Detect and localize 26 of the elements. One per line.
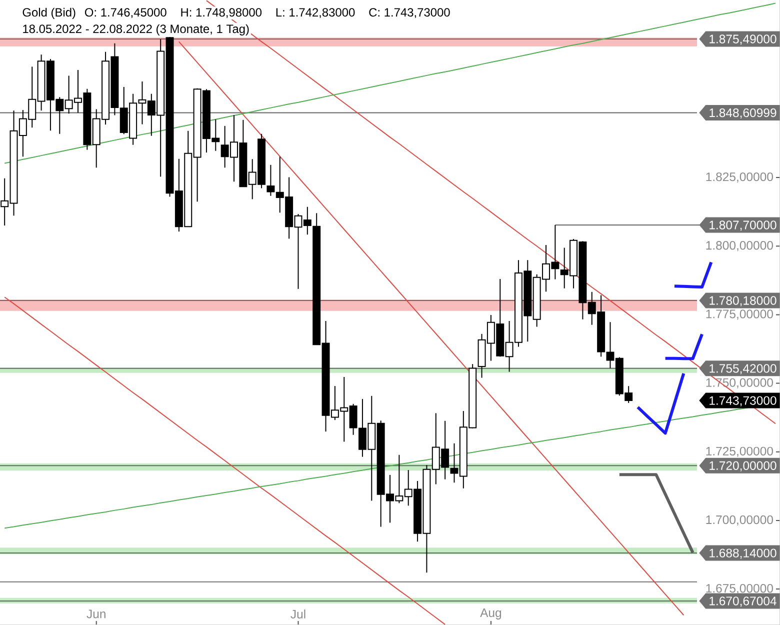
text: 18.05.2022 - 22.08.2022 (3 Monate, 1 Tag)	[23, 24, 249, 36]
ref-line-label: 1.688,14000	[710, 548, 776, 559]
annotation: O: 1.746,45000	[84, 8, 166, 18]
y-tick-label: 1.800,00000	[706, 241, 773, 252]
annotation: 1.743,73000	[710, 396, 776, 406]
ref-line-label: 1.670,67004	[710, 596, 776, 607]
line-series	[672, 260, 713, 288]
x-tick-label: Aug	[480, 608, 502, 620]
line-series	[636, 372, 686, 435]
ref-line-label: 1.755,42000	[710, 364, 776, 374]
y-tick-label: 1.725,00000	[706, 446, 773, 457]
ref-line-label: 1.848,60999	[710, 108, 776, 119]
ref-line-label: 1.780,18000	[710, 296, 776, 306]
y-tick-label: 1.775,00000	[706, 310, 773, 320]
text: Gold (Bid)	[22, 8, 76, 19]
y-tick-label: 1.675,00000	[706, 584, 773, 594]
x-tick-label: Jul	[290, 610, 306, 619]
x-tick-label: Jun	[86, 610, 106, 618]
ref-line-label: 1.875,49000	[710, 34, 776, 45]
y-tick-label: 1.700,00000	[706, 515, 773, 526]
ref-line-label: 1.720,00000	[710, 461, 776, 472]
data-label: 1.807,70000	[710, 220, 776, 231]
annotation: L: 1.742,83000	[276, 8, 355, 18]
y-tick-label: 1.825,00000	[706, 172, 773, 183]
annotation: C: 1.743,73000	[369, 8, 450, 18]
annotation: H: 1.748,98000	[181, 8, 262, 18]
